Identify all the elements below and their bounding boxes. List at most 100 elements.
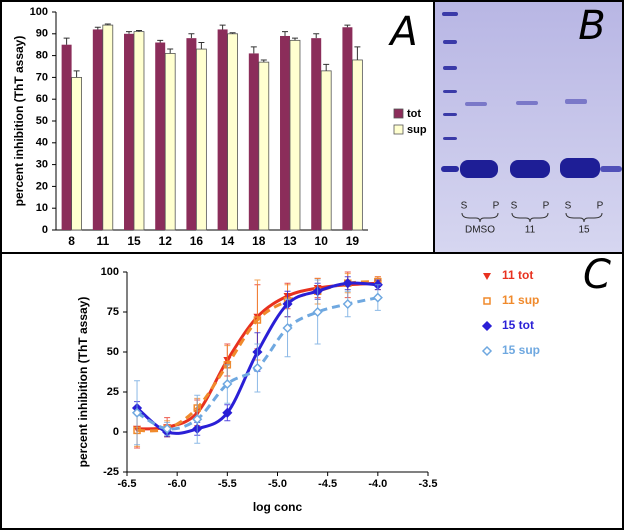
error-bar — [354, 46, 361, 60]
legend-label: tot — [407, 108, 421, 120]
y-tick-label: 50 — [36, 115, 48, 127]
y-tick-label: 0 — [42, 224, 48, 236]
x-tick-label: 15 — [127, 234, 141, 248]
x-tick-label: -5.5 — [218, 478, 237, 490]
gel-bands — [441, 12, 622, 178]
error-bar — [260, 59, 267, 63]
bar — [342, 27, 353, 231]
gel-brackets — [461, 212, 603, 223]
legend-marker — [483, 273, 491, 280]
x-tick-label: 12 — [159, 234, 173, 248]
data-point — [131, 407, 143, 418]
error-bar — [313, 33, 320, 39]
y-tick-label: 50 — [107, 346, 119, 358]
x-tick-label: 19 — [346, 234, 360, 248]
y-tick-label: 75 — [107, 306, 119, 318]
x-tick-label: 13 — [283, 234, 297, 248]
x-axis-label: log conc — [253, 500, 303, 514]
data-point — [252, 362, 263, 374]
error-bar — [282, 31, 289, 36]
group-label: DMSO — [465, 225, 495, 236]
error-bar — [94, 26, 101, 30]
x-tick-label: -6.0 — [168, 478, 187, 490]
data-point — [222, 407, 233, 418]
bar — [258, 61, 270, 231]
group-label: 11 — [525, 225, 536, 236]
legend-label: 11 sup — [502, 293, 539, 307]
data-point — [192, 414, 203, 425]
gel-image — [433, 0, 624, 254]
bar — [248, 53, 259, 230]
data-point — [162, 423, 173, 434]
bar — [311, 38, 322, 230]
bar — [186, 38, 197, 230]
data-point — [222, 378, 233, 390]
bar — [351, 59, 363, 231]
lane-label: S — [511, 201, 518, 212]
panel-label: C — [583, 252, 611, 298]
bar — [71, 77, 82, 231]
data-point — [372, 292, 383, 303]
data-point — [282, 322, 293, 334]
x-tick-label: 16 — [190, 234, 204, 248]
y-tick-label: 100 — [101, 266, 119, 278]
panel-label: B — [578, 3, 605, 49]
legend-label: 11 tot — [502, 268, 533, 282]
error-bar — [219, 24, 226, 30]
data-point — [342, 278, 353, 289]
error-bar — [188, 33, 195, 39]
legend-swatch — [393, 108, 404, 119]
x-tick-label: -5.0 — [268, 478, 287, 490]
error-bar — [250, 46, 257, 54]
bar — [217, 29, 228, 230]
data-point — [253, 316, 262, 324]
lane-label: P — [597, 201, 604, 212]
x-tick-label: -6.5 — [118, 478, 137, 490]
error-bar — [229, 32, 236, 34]
error-bar — [104, 23, 111, 26]
y-tick-label: 0 — [113, 426, 119, 438]
bar — [280, 35, 290, 231]
error-bar — [63, 37, 70, 45]
error-bar — [344, 24, 351, 28]
bar — [195, 48, 207, 231]
error-bar — [291, 37, 298, 41]
data-point — [342, 298, 353, 310]
error-bar — [323, 63, 330, 71]
bar — [155, 42, 166, 230]
error-bar — [157, 39, 164, 43]
legend-label: 15 sup — [502, 343, 540, 357]
x-tick-label: -4.0 — [368, 478, 387, 490]
y-axis-label: percent inhibition (ThT assay) — [12, 36, 26, 207]
error-bar — [167, 48, 174, 54]
panel-frame — [0, 252, 624, 530]
data-point — [312, 306, 323, 318]
panel-label: A — [387, 9, 417, 55]
y-tick-label: 20 — [36, 180, 48, 192]
bar — [227, 33, 238, 231]
bar — [124, 33, 134, 230]
y-tick-label: 100 — [30, 6, 48, 18]
y-tick-label: 80 — [36, 50, 48, 62]
bar — [289, 39, 301, 231]
y-tick-label: 70 — [36, 71, 48, 83]
error-bar — [198, 42, 205, 50]
legend-marker — [483, 297, 491, 305]
lane-label: P — [493, 201, 500, 212]
error-bar — [126, 31, 133, 34]
y-tick-label: 30 — [36, 159, 48, 171]
y-tick-label: 40 — [36, 137, 48, 149]
x-tick-label: 18 — [252, 234, 266, 248]
legend-marker — [481, 320, 493, 332]
group-label: 15 — [578, 225, 590, 236]
y-axis-label: percent inhibition (ThT assay) — [76, 297, 90, 468]
bar — [102, 24, 114, 231]
x-tick-label: 8 — [68, 234, 75, 248]
legend-label: 15 tot — [502, 318, 534, 332]
legend-swatch — [393, 124, 404, 135]
x-tick-label: -4.5 — [318, 478, 337, 490]
error-bar — [135, 30, 142, 32]
x-tick-label: 14 — [221, 234, 235, 248]
error-bar — [73, 70, 80, 78]
